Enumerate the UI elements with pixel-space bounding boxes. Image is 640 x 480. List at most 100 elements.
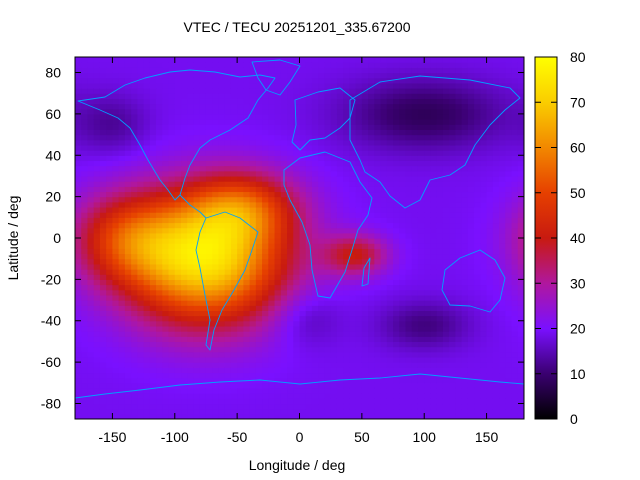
heatmap-cell [168, 217, 176, 224]
heatmap-cell [311, 222, 319, 229]
heatmap-cell [299, 170, 307, 177]
heatmap-cell [255, 196, 263, 203]
heatmap-cell [455, 320, 463, 327]
heatmap-cell [218, 393, 226, 399]
heatmap-cell [106, 88, 114, 94]
heatmap-cell [393, 331, 400, 337]
heatmap-cell [255, 351, 263, 358]
heatmap-cell [399, 336, 407, 343]
heatmap-cell [480, 367, 488, 374]
heatmap-cell [330, 139, 338, 146]
heatmap-cell [305, 108, 313, 115]
heatmap-cell [293, 263, 301, 270]
heatmap-cell [224, 113, 232, 120]
heatmap-cell [380, 382, 388, 389]
heatmap-cell [137, 129, 145, 136]
heatmap-cell [393, 108, 400, 115]
heatmap-cell [343, 191, 350, 198]
heatmap-cell [137, 113, 145, 120]
heatmap-cell [330, 341, 338, 348]
heatmap-cell [112, 403, 120, 410]
heatmap-cell [499, 310, 506, 317]
heatmap-cell [393, 269, 400, 275]
heatmap-cell [287, 186, 294, 193]
heatmap-cell [243, 196, 251, 203]
heatmap-cell [249, 248, 257, 255]
heatmap-cell [417, 206, 425, 213]
heatmap-cell [511, 253, 519, 260]
heatmap-cell [137, 377, 145, 384]
heatmap-cell [343, 248, 350, 255]
heatmap-cell [424, 57, 432, 63]
heatmap-cell [87, 356, 95, 363]
heatmap-cell [124, 134, 132, 141]
heatmap-cell [299, 263, 307, 270]
heatmap-cell [137, 362, 145, 368]
heatmap-cell [187, 305, 195, 311]
heatmap-cell [324, 206, 332, 213]
heatmap-cell [430, 341, 438, 348]
heatmap-cell [205, 232, 213, 239]
heatmap-cell [511, 269, 519, 275]
heatmap-cell [137, 274, 145, 280]
heatmap-cell [318, 413, 326, 419]
heatmap-cell [118, 139, 126, 146]
heatmap-cell [486, 150, 494, 156]
heatmap-cell [205, 398, 213, 405]
heatmap-cell [511, 232, 519, 239]
heatmap-cell [417, 382, 425, 389]
heatmap-cell [511, 103, 519, 110]
heatmap-cell [486, 320, 494, 327]
heatmap-cell [424, 325, 432, 332]
heatmap-cell [280, 150, 288, 156]
heatmap-cell [455, 274, 463, 280]
heatmap-cell [474, 67, 481, 74]
heatmap-cell [436, 248, 444, 255]
heatmap-cell [417, 196, 425, 203]
heatmap-cell [442, 113, 450, 120]
heatmap-cell [81, 124, 89, 130]
heatmap-cell [75, 181, 82, 187]
heatmap-cell [93, 227, 101, 234]
heatmap-cell [474, 310, 481, 317]
heatmap-cell [380, 201, 388, 208]
heatmap-cell [75, 222, 82, 229]
heatmap-cell [205, 253, 213, 260]
heatmap-cell [324, 269, 332, 275]
heatmap-cell [187, 346, 195, 353]
heatmap-cell [467, 248, 475, 255]
heatmap-cell [486, 305, 494, 311]
heatmap-cell [293, 191, 301, 198]
heatmap-cell [380, 144, 388, 151]
heatmap-cell [106, 336, 114, 343]
heatmap-cell [106, 232, 114, 239]
heatmap-cell [336, 362, 344, 368]
heatmap-cell [99, 113, 107, 120]
heatmap-cell [212, 129, 220, 136]
heatmap-cell [75, 165, 82, 172]
heatmap-cell [299, 238, 307, 244]
heatmap-cell [162, 222, 170, 229]
heatmap-cell [255, 310, 263, 317]
heatmap-cell [212, 196, 220, 203]
heatmap-cell [262, 403, 269, 410]
heatmap-cell [230, 356, 238, 363]
heatmap-cell [205, 274, 213, 280]
heatmap-cell [193, 196, 201, 203]
heatmap-cell [399, 181, 407, 187]
heatmap-cell [411, 305, 419, 311]
heatmap-cell [118, 77, 126, 84]
heatmap-cell [193, 325, 201, 332]
heatmap-cell [124, 103, 132, 110]
heatmap-cell [187, 57, 195, 63]
heatmap-cell [480, 294, 488, 301]
heatmap-cell [492, 325, 500, 332]
heatmap-cell [218, 170, 226, 177]
heatmap-cell [131, 139, 138, 146]
heatmap-cell [305, 93, 313, 99]
heatmap-cell [417, 77, 425, 84]
heatmap-cell [486, 186, 494, 193]
heatmap-cell [118, 129, 126, 136]
heatmap-cell [131, 356, 138, 363]
heatmap-cell [430, 160, 438, 167]
